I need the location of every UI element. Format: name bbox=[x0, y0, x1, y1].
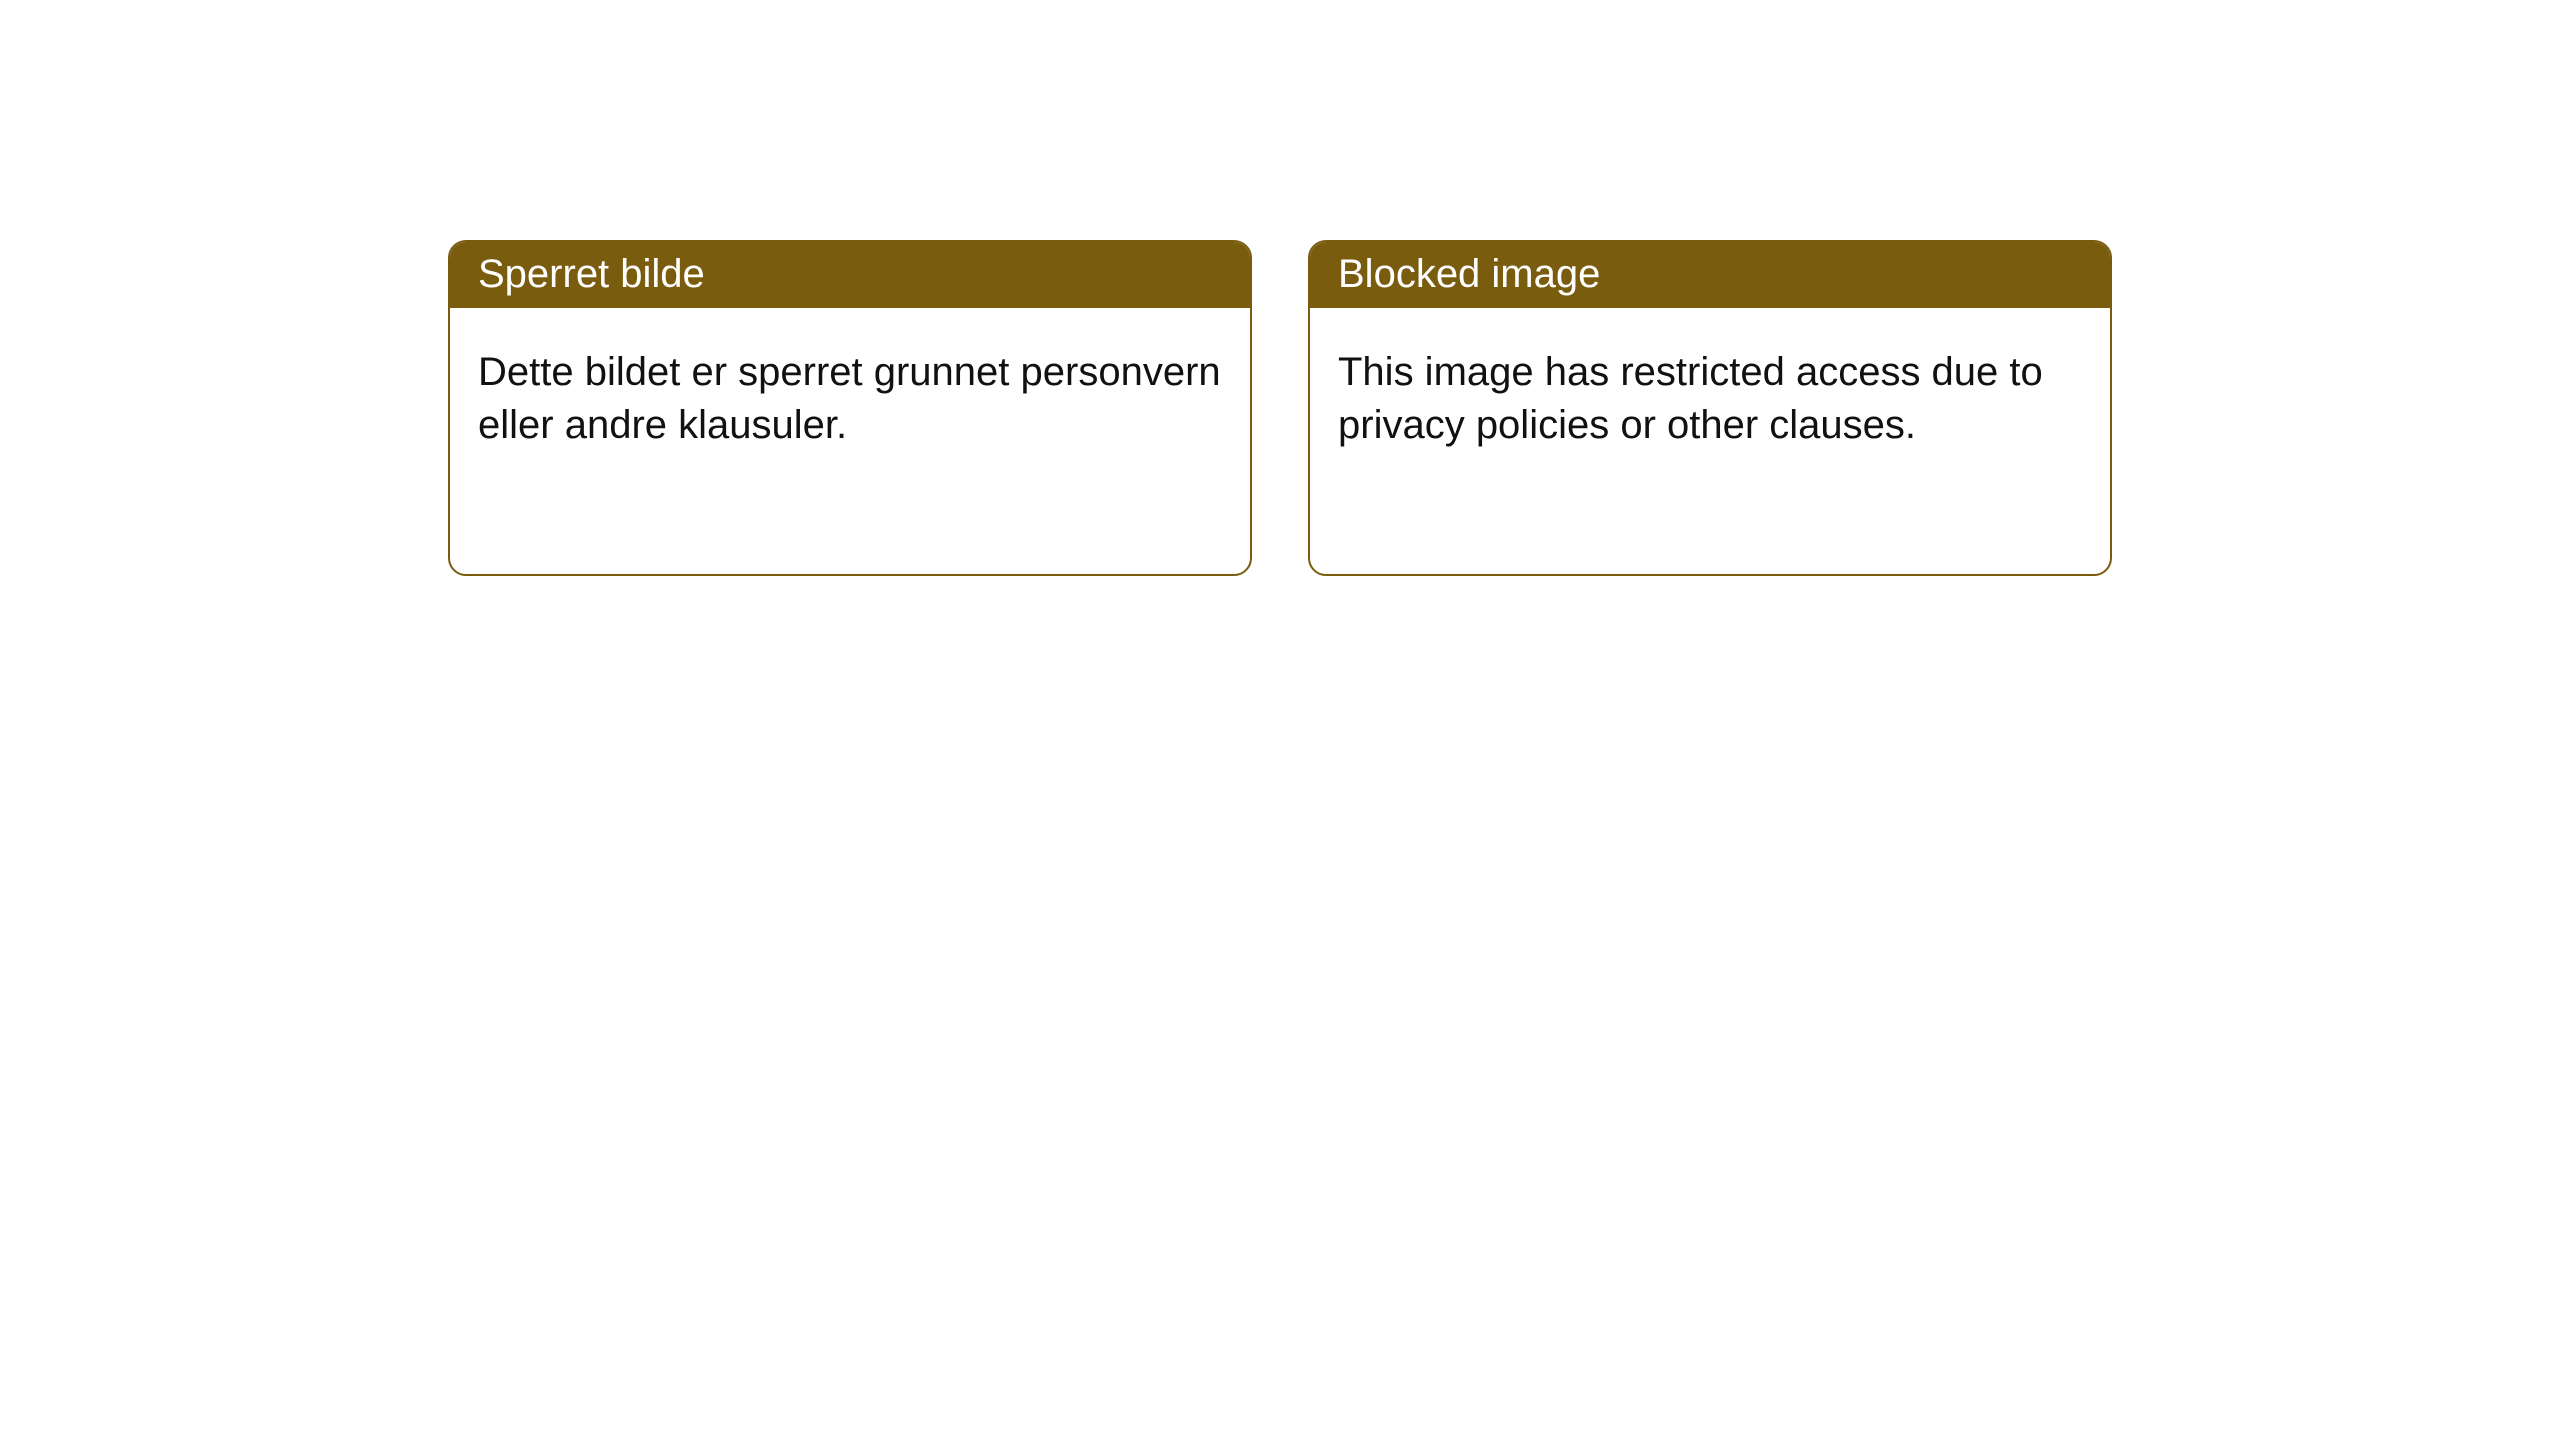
notice-body-english: This image has restricted access due to … bbox=[1310, 308, 2110, 480]
notice-header-norwegian: Sperret bilde bbox=[450, 242, 1250, 308]
notice-box-norwegian: Sperret bilde Dette bildet er sperret gr… bbox=[448, 240, 1252, 576]
notice-body-norwegian: Dette bildet er sperret grunnet personve… bbox=[450, 308, 1250, 480]
notice-box-english: Blocked image This image has restricted … bbox=[1308, 240, 2112, 576]
notice-container: Sperret bilde Dette bildet er sperret gr… bbox=[0, 0, 2560, 576]
notice-header-english: Blocked image bbox=[1310, 242, 2110, 308]
